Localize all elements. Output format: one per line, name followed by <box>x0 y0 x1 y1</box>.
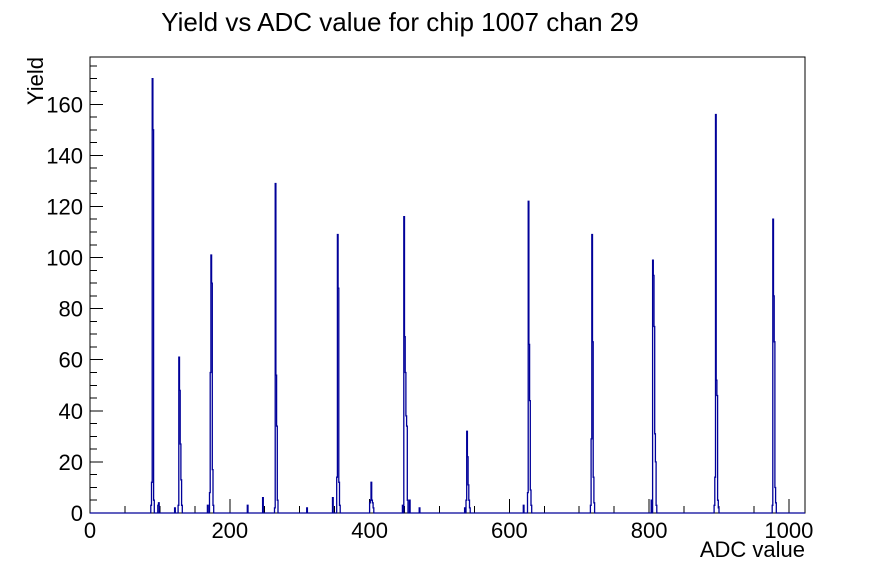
y-tick-label: 140 <box>46 143 83 168</box>
x-axis-ticks <box>89 499 790 513</box>
y-tick-label: 80 <box>59 297 83 322</box>
x-tick-label: 1000 <box>764 518 813 543</box>
y-axis-ticks <box>90 65 103 514</box>
y-tick-label: 60 <box>59 348 83 373</box>
x-tick-label: 0 <box>84 518 96 543</box>
x-tick-label: 200 <box>211 518 248 543</box>
y-axis-tick-labels: 0 20 40 60 80 100 120 140 160 <box>46 92 83 526</box>
y-tick-label: 120 <box>46 194 83 219</box>
y-tick-label: 20 <box>59 450 83 475</box>
y-axis-title: Yield <box>23 57 48 105</box>
x-axis-title: ADC value <box>700 537 805 562</box>
plot-frame <box>89 56 806 514</box>
y-tick-label: 0 <box>71 501 83 526</box>
y-tick-label: 160 <box>46 92 83 117</box>
x-tick-label: 800 <box>631 518 668 543</box>
x-axis-tick-labels: 0 200 400 600 800 1000 <box>84 518 814 543</box>
histogram-line <box>90 78 805 514</box>
y-tick-label: 100 <box>46 246 83 271</box>
y-tick-label: 40 <box>59 399 83 424</box>
chart-title: Yield vs ADC value for chip 1007 chan 29 <box>161 7 638 37</box>
x-tick-label: 400 <box>351 518 388 543</box>
x-tick-label: 600 <box>491 518 528 543</box>
